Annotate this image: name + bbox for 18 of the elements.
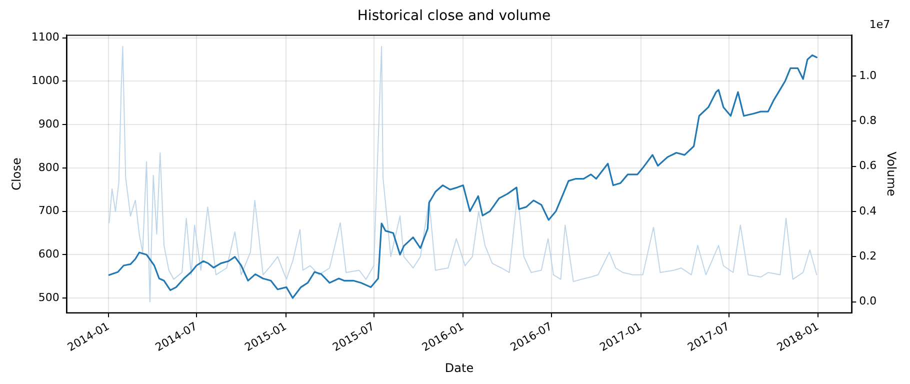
y-tick-label: 800 xyxy=(38,160,60,174)
y2-tick-label: 0.2 xyxy=(859,250,877,263)
y-tick-label: 700 xyxy=(38,204,60,218)
y-tick-label: 1100 xyxy=(31,30,60,44)
y2-tick-label: 0.4 xyxy=(859,204,877,218)
y2-tick-label: 1.0 xyxy=(859,68,877,82)
text: 1e7 xyxy=(869,18,890,32)
y-tick-label: 1000 xyxy=(31,74,60,88)
y-axis-title: Close xyxy=(9,158,24,190)
y-tick-label: 900 xyxy=(38,117,60,130)
y-tick-label: 500 xyxy=(38,290,60,304)
chart-title: Historical close and volume xyxy=(357,8,551,24)
y2-tick-label: 0.6 xyxy=(859,159,877,172)
x-axis-title: Date xyxy=(444,360,474,375)
y2-tick-label: 0.8 xyxy=(859,114,877,127)
y2-axis-title: Volume xyxy=(884,152,899,196)
y2-tick-label: 0.0 xyxy=(859,294,877,308)
y-tick-label: 600 xyxy=(38,248,60,261)
